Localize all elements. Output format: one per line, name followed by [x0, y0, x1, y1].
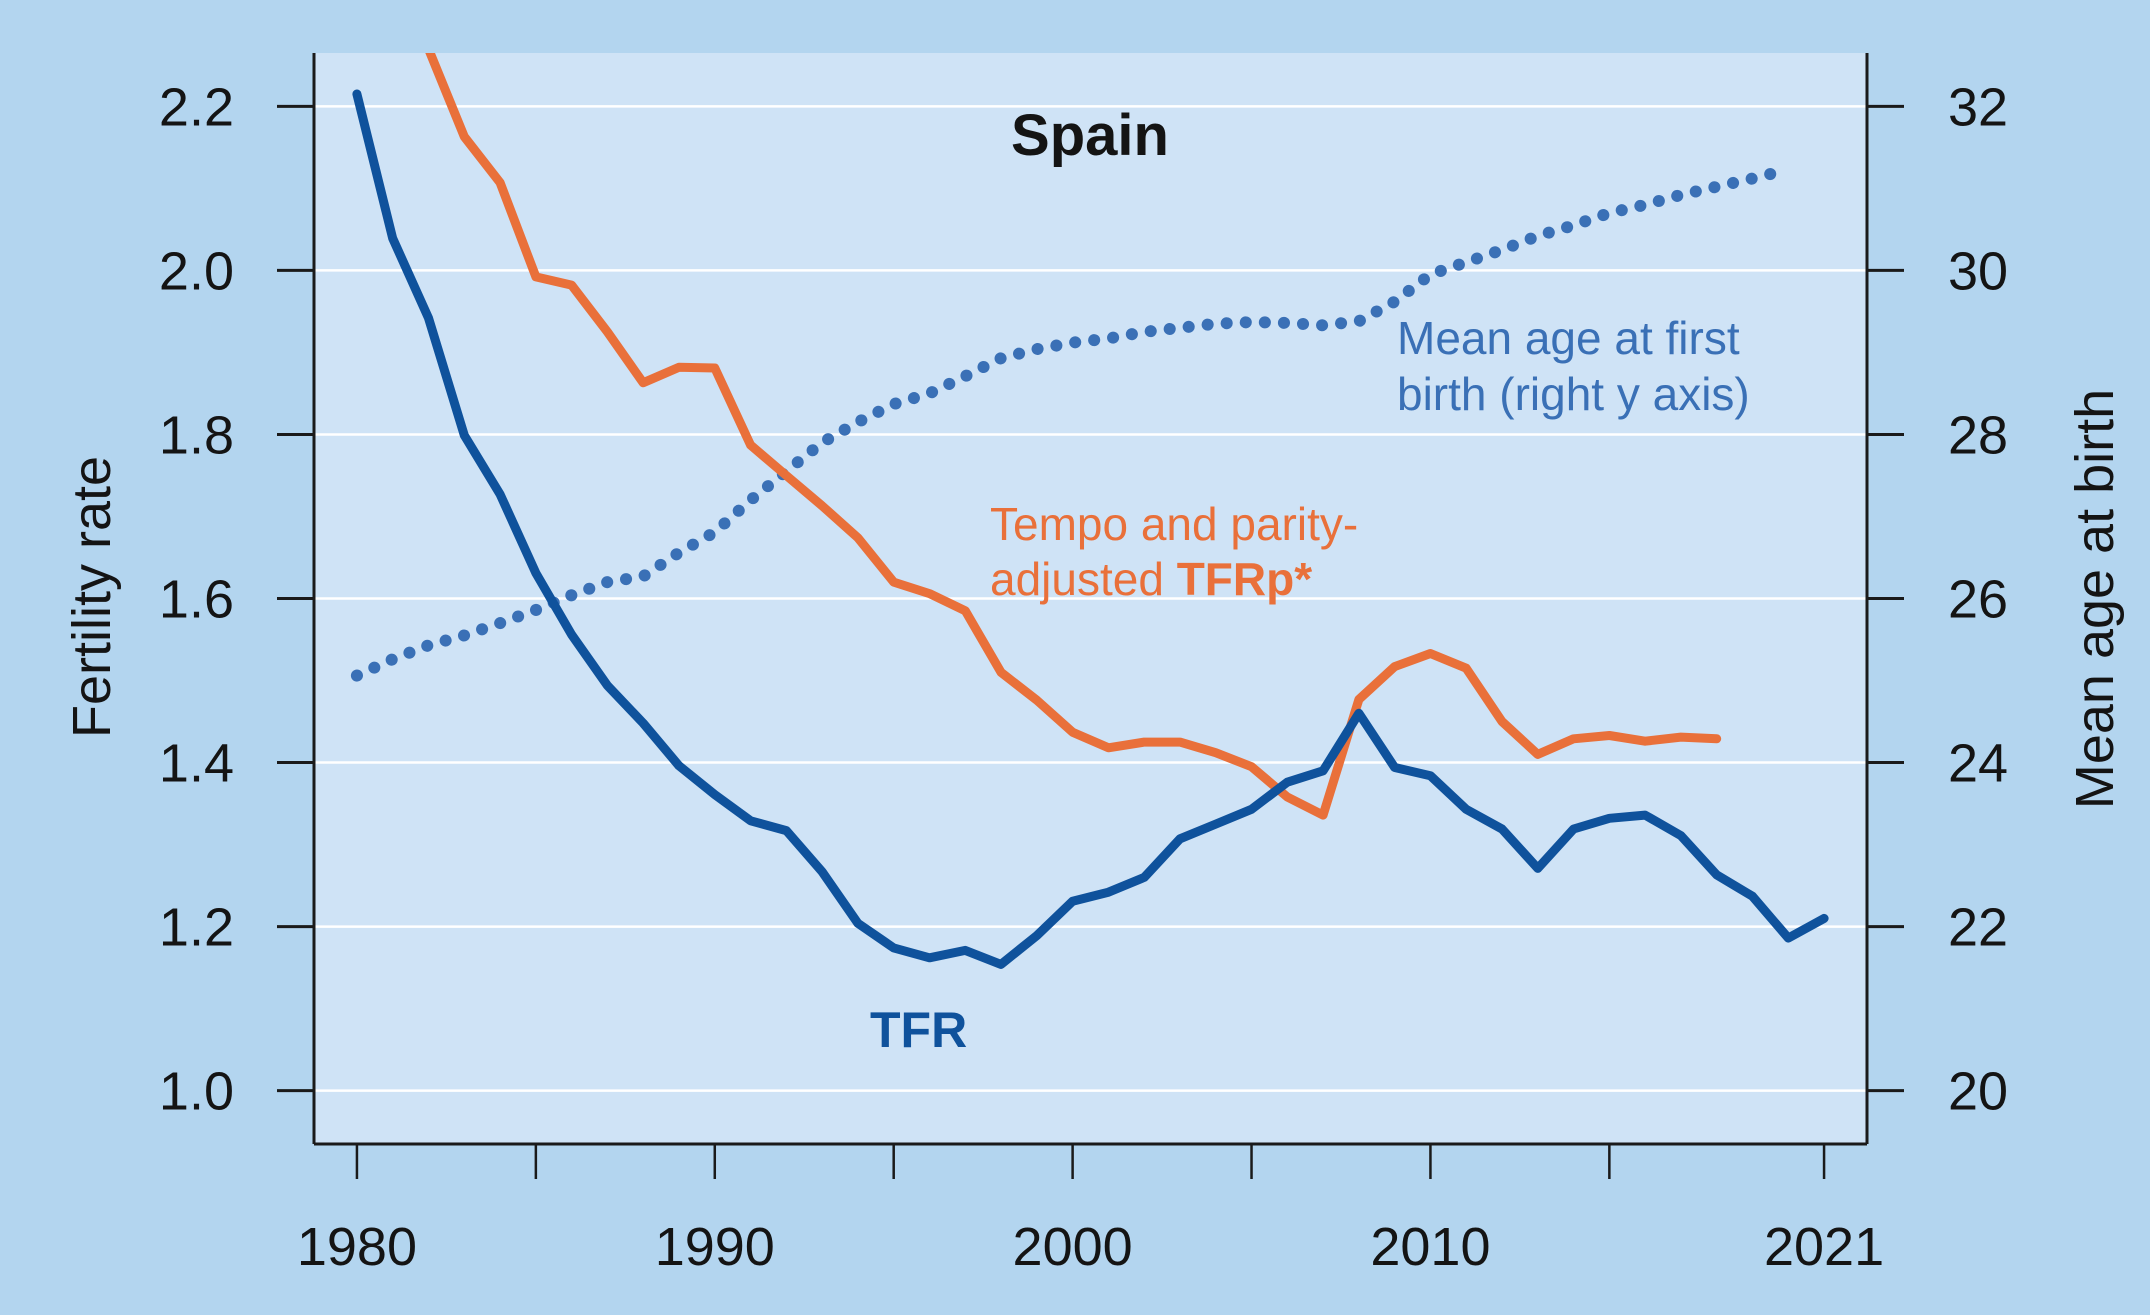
series-line-mean-age-at-first-birth-right-y-axis — [350, 163, 1795, 682]
y-tick-label: 2.0 — [159, 241, 234, 301]
y2-tick-label: 28 — [1948, 405, 2008, 465]
tfrp-series-label-line1: Tempo and parity- — [990, 498, 1358, 550]
tfrp-label-prefix: adjusted — [990, 553, 1177, 605]
y-tick-label: 1.6 — [159, 570, 234, 630]
series-line-tfr — [352, 89, 1829, 969]
y2-tick-label: 20 — [1948, 1062, 2008, 1122]
ticks: 1.0 1.2 1.4 1.6 1.8 2.0 2.2 20 22 24 26 28 30 32 1980 1… — [159, 77, 2008, 1277]
age-series-label-line1: Mean age at first — [1397, 312, 1740, 364]
y2-tick-label: 22 — [1948, 898, 2008, 958]
y-tick-label: 1.8 — [159, 405, 234, 465]
series-line-tempo-and-parity-adjusted-tfrp — [425, 53, 1722, 820]
y2-tick-label: 24 — [1948, 734, 2008, 794]
x-tick-label: 2010 — [1370, 1217, 1490, 1277]
y2-axis-title: Mean age at birth — [2065, 389, 2125, 809]
x-tick-label: 2000 — [1013, 1217, 1133, 1277]
tfrp-label-bold: TFRp* — [1177, 553, 1313, 605]
tfrp-series-label-line2: adjusted TFRp* — [990, 553, 1312, 605]
y2-tick-label: 26 — [1948, 570, 2008, 630]
y-axis-title: Fertility rate — [62, 456, 122, 738]
y2-tick-label: 32 — [1948, 77, 2008, 137]
y-tick-label: 1.0 — [159, 1062, 234, 1122]
y2-tick-label: 30 — [1948, 241, 2008, 301]
y-tick-label: 2.2 — [159, 77, 234, 137]
y-tick-label: 1.2 — [159, 898, 234, 958]
series-layer — [350, 53, 1829, 969]
x-tick-label: 1980 — [297, 1217, 417, 1277]
age-series-label-line2: birth (right y axis) — [1397, 368, 1750, 420]
x-tick-label: 2021 — [1764, 1217, 1884, 1277]
x-tick-label: 1990 — [655, 1217, 775, 1277]
tfr-series-label: TFR — [870, 1002, 967, 1058]
chart-title: Spain — [1011, 103, 1169, 168]
y-tick-label: 1.4 — [159, 734, 234, 794]
